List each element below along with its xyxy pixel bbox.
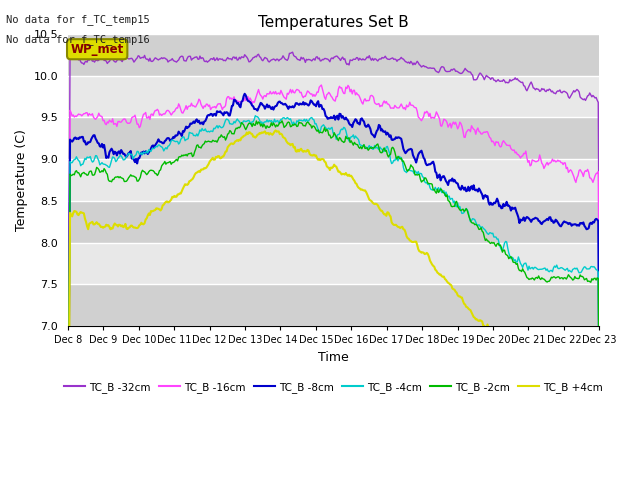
Bar xyxy=(68,242,599,284)
Title: Temperatures Set B: Temperatures Set B xyxy=(258,15,409,30)
Bar xyxy=(68,201,599,242)
Bar xyxy=(68,76,599,118)
X-axis label: Time: Time xyxy=(318,351,349,364)
Legend: TC_B -32cm, TC_B -16cm, TC_B -8cm, TC_B -4cm, TC_B -2cm, TC_B +4cm: TC_B -32cm, TC_B -16cm, TC_B -8cm, TC_B … xyxy=(60,378,607,397)
Bar xyxy=(68,159,599,201)
Bar xyxy=(68,284,599,326)
Y-axis label: Temperature (C): Temperature (C) xyxy=(15,129,28,231)
Bar xyxy=(68,118,599,159)
Text: No data for f_TC_temp15: No data for f_TC_temp15 xyxy=(6,14,150,25)
Text: WP_met: WP_met xyxy=(70,43,124,56)
Bar xyxy=(68,34,599,76)
Text: No data for f_TC_temp16: No data for f_TC_temp16 xyxy=(6,34,150,45)
